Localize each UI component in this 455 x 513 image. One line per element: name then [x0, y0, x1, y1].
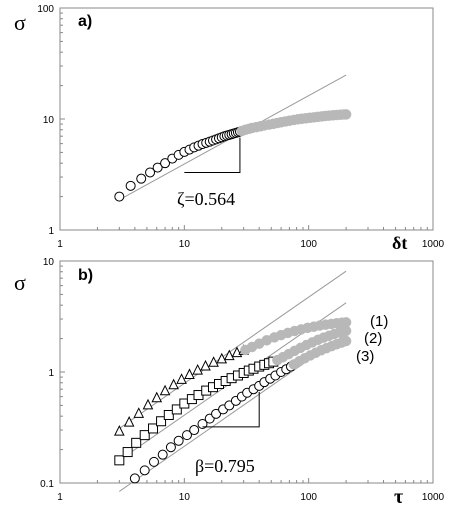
panel-b-data-point-square	[131, 437, 142, 448]
panel-b-data-point-triangle	[142, 398, 154, 410]
panel-a-data-point-circle	[125, 180, 136, 191]
panel-b-data-point-triangle	[159, 384, 171, 396]
panel-a-y-tick-label: 10	[43, 115, 55, 126]
panel-b-data-point-circle	[197, 419, 208, 430]
panel-a-data-point-circle-filled	[340, 109, 352, 120]
panel-b-data-point-triangle	[208, 356, 219, 367]
panel-b-data-point-triangle	[184, 368, 195, 379]
panel-a-x-tick-label: 1000	[422, 239, 445, 250]
panel-b-x-tick-label: 1	[57, 492, 63, 503]
panel-b-x-tick-label: 10	[179, 492, 191, 503]
panel-b-y-tick-label: 1	[48, 368, 54, 379]
panel-a-points	[114, 109, 352, 202]
panel-b-y-axis-label: σ	[14, 270, 26, 295]
panel-a-y-tick-label: 100	[37, 4, 54, 15]
panel-a-label: a)	[78, 13, 92, 30]
panel-b-tick-marks	[59, 260, 434, 484]
panel-b-x-tick-label: 1000	[422, 492, 445, 503]
panel-b-data-point-circle	[157, 449, 168, 460]
panel-b-data-point-circle	[139, 465, 150, 476]
panel-a-y-tick-label: 1	[48, 226, 54, 237]
panel-b-y-tick-label: 10	[43, 257, 55, 268]
panel-a-x-tick-label: 10	[179, 239, 191, 250]
panel-b-data-point-circle	[181, 430, 192, 441]
panel-b-data-point-triangle	[123, 415, 135, 427]
panel-b-data-point-circle	[148, 456, 159, 467]
panel-a-data-point-circle	[145, 167, 156, 178]
panel-a-data-point-circle	[160, 158, 171, 169]
panel-b-data-point-triangle	[151, 391, 163, 403]
panel-b-label: b)	[78, 267, 93, 284]
panel-b-data-point-circle	[165, 442, 176, 453]
curve-label-1: (1)	[370, 313, 388, 330]
panel-b-data-point-triangle	[133, 407, 145, 418]
panel-b-data-point-square	[156, 416, 167, 427]
panel-b-data-point-triangle	[200, 359, 211, 371]
panel-b-data-point-circle	[211, 408, 222, 419]
panel-b-data-point-triangle	[176, 373, 187, 384]
panel-b-data-point-square	[171, 404, 182, 415]
panel-b-data-point-circle	[129, 473, 140, 484]
panel-a-tick-labels: 1 10 100 1000 1 10 100	[37, 4, 444, 250]
panel-b-y-tick-label: 0.1	[40, 479, 54, 490]
panel-a-tick-marks	[59, 7, 434, 231]
panel-b-annotation-text: β=0.795	[195, 456, 255, 476]
panel-b-data-point-circle	[173, 435, 184, 446]
curve-label-2: (2)	[364, 330, 382, 347]
panel-b-x-tick-label: 100	[300, 492, 317, 503]
panel-b-slope-bracket	[202, 391, 260, 428]
panel-b-data-point-circle-filled	[340, 325, 352, 337]
panel-b-data-point-square	[163, 409, 174, 420]
panel-b-data-point-triangle	[216, 352, 228, 364]
panel-b-x-axis-label: τ	[394, 486, 403, 508]
panel-a-x-tick-label: 1	[57, 239, 63, 250]
panel-b-data-point-triangle	[223, 349, 235, 361]
panel-b-data-point-circle	[189, 425, 200, 436]
panel-b-data-point-triangle	[192, 363, 203, 375]
panel-b-data-point-square	[139, 430, 150, 441]
panel-b-data-point-circle-filled	[340, 335, 352, 347]
panel-b-data-point-square	[122, 447, 133, 458]
panel-a-data-point-circle	[114, 191, 125, 202]
panel-a-data-point-circle	[152, 162, 163, 173]
panel-b-annotation-bracket	[202, 391, 260, 428]
panel-a-x-axis-label: δt	[392, 233, 407, 253]
panel-b-points	[114, 317, 352, 484]
panel-b-data-point-triangle	[168, 378, 179, 390]
panel-b-data-point-square	[148, 423, 159, 434]
panel-b-data-point-triangle	[114, 425, 125, 436]
panel-a-x-tick-label: 100	[300, 239, 317, 250]
panel-b-data-point-square	[114, 455, 125, 466]
panel-a-y-axis-label: σ	[14, 10, 26, 35]
panel-a-slope-bracket	[184, 137, 241, 173]
panel-a-annotation-bracket	[184, 137, 241, 173]
panel-a-annotation-text: ζ=0.564	[177, 189, 235, 209]
curve-label-3: (3)	[356, 348, 374, 365]
panel-a: 1 10 100 1000 1 10 100 a) σ δt ζ=0.564	[14, 4, 445, 253]
panel-a-data-point-circle	[136, 173, 147, 184]
